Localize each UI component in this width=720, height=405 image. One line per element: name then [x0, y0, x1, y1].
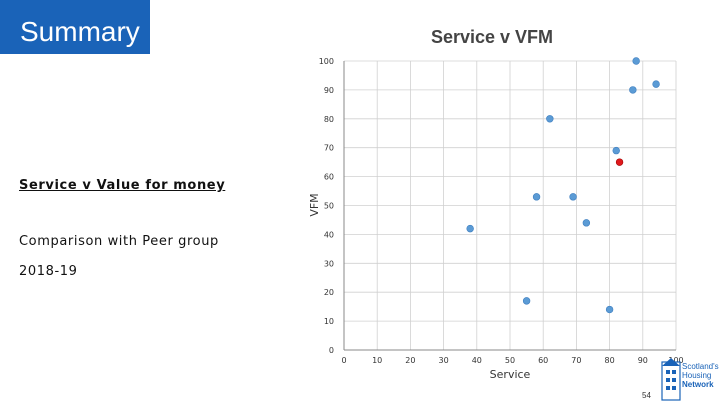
logo-text-line-1: Scotland's: [682, 362, 719, 371]
subtitle: Service v Value for money: [19, 178, 226, 193]
data-point: [569, 193, 577, 201]
y-tick-label: 100: [319, 57, 334, 66]
x-tick-label: 100: [668, 356, 683, 365]
x-tick-label: 70: [571, 356, 581, 365]
data-point: [605, 305, 614, 314]
x-tick-label: 50: [505, 356, 515, 365]
page-title: Summary: [20, 16, 140, 47]
y-axis-label: VFM: [308, 193, 321, 216]
page-number: 54: [642, 391, 651, 400]
title-banner: Summary: [0, 0, 150, 54]
data-point: [612, 146, 620, 155]
y-tick-label: 30: [324, 259, 334, 268]
y-tick-label: 60: [324, 173, 334, 182]
x-tick-label: 20: [405, 356, 415, 365]
y-tick-label: 50: [324, 202, 334, 211]
logo-text-line-3: Network: [682, 380, 714, 389]
y-tick-label: 70: [324, 144, 334, 153]
x-tick-label: 60: [538, 356, 548, 365]
x-axis-label: Service: [490, 368, 531, 381]
y-tick-label: 0: [329, 346, 334, 355]
x-tick-label: 80: [605, 356, 615, 365]
data-point: [632, 57, 640, 65]
data-point: [522, 297, 531, 305]
x-tick-label: 30: [439, 356, 449, 365]
x-tick-label: 0: [341, 356, 346, 365]
comparison-label: Comparison with Peer group: [19, 234, 219, 249]
y-tick-label: 40: [324, 230, 334, 239]
data-point: [466, 224, 474, 233]
highlight-point: [615, 158, 624, 166]
chart-title: Service v VFM: [431, 27, 553, 47]
data-point: [546, 115, 554, 123]
data-point: [532, 193, 541, 201]
x-tick-label: 90: [638, 356, 648, 365]
data-point: [629, 86, 637, 94]
x-tick-label: 40: [472, 356, 482, 365]
logo-text: Scotland's Housing Network: [682, 362, 719, 389]
y-tick-label: 80: [324, 115, 334, 124]
logo-text-line-2: Housing: [682, 371, 712, 380]
y-tick-label: 10: [324, 317, 334, 326]
housing-network-logo: [661, 358, 681, 401]
year-label: 2018-19: [19, 264, 78, 279]
y-tick-label: 20: [324, 288, 334, 297]
y-tick-label: 90: [324, 86, 334, 95]
data-point: [652, 80, 660, 88]
data-point: [582, 219, 591, 227]
x-tick-label: 10: [372, 356, 382, 365]
